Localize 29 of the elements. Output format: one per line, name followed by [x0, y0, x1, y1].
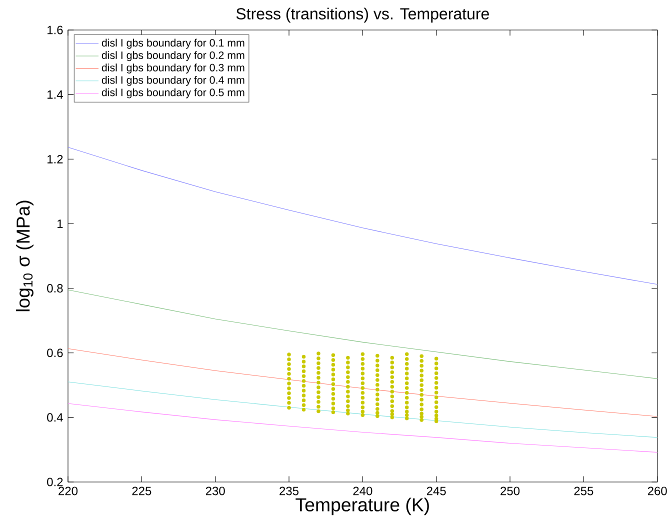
y-tick-label: 1.6 — [48, 26, 63, 34]
x-tick-label: 255 — [574, 486, 594, 496]
legend-label: disl I gbs boundary for 0.4 mm — [102, 76, 244, 86]
y-tick-label: 1.2 — [48, 154, 63, 164]
y-tick-label: 1.4 — [48, 90, 63, 99]
y-tick-label: 1 — [58, 220, 63, 228]
legend-label: disl I gbs boundary for 0.2 mm — [102, 51, 244, 62]
line-series — [68, 382, 658, 438]
y-axis-title: log$_{10}$ σ (MPa) — [16, 200, 34, 312]
line-series — [68, 403, 658, 453]
x-tick-label: 235 — [280, 486, 299, 496]
legend-label: disl I gbs boundary for 0.3 mm — [102, 64, 244, 74]
y-tick-label: 0.4 — [47, 413, 63, 422]
x-tick-label: 250 — [500, 486, 520, 496]
x-tick-label: 240 — [353, 486, 372, 496]
legend-label: disl I gbs boundary for 0.5 mm — [102, 88, 244, 98]
line-series — [68, 146, 658, 285]
y-tick-label: 0.2 — [47, 478, 63, 486]
x-tick-label: 220 — [58, 486, 78, 496]
y-tick-label: 0.8 — [47, 284, 63, 293]
x-tick-label: 260 — [648, 486, 667, 496]
x-tick-label: 245 — [426, 486, 446, 496]
y-tick-label: 0.6 — [47, 348, 63, 358]
legend-label: disl I gbs boundary for 0.1 mm — [102, 38, 244, 49]
x-axis-title: Temperature (K) — [296, 498, 429, 516]
line-series — [68, 348, 658, 417]
chart-title: Stress (transitions) vs. Temperature — [236, 8, 489, 23]
x-tick-label: 230 — [206, 486, 225, 496]
x-tick-label: 225 — [132, 486, 152, 496]
